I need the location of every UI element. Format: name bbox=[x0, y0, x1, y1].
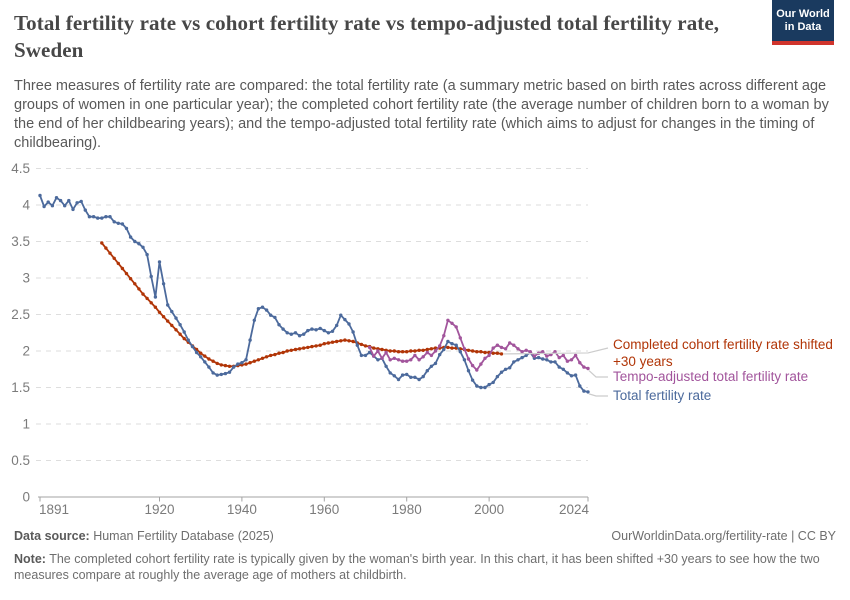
legend-label: Completed cohort fertility rate shifted bbox=[613, 337, 833, 352]
x-tick-label: 1940 bbox=[227, 502, 257, 517]
y-tick-label: 0.5 bbox=[11, 453, 30, 468]
owid-logo-line1: Our World bbox=[776, 8, 830, 20]
x-tick-label: 2000 bbox=[474, 502, 504, 517]
data-source: Data source: Human Fertility Database (2… bbox=[14, 528, 274, 544]
chart-header: Total fertility rate vs cohort fertility… bbox=[14, 10, 836, 153]
y-tick-label: 3 bbox=[22, 271, 30, 286]
note-text: The completed cohort fertility rate is t… bbox=[14, 552, 820, 582]
chart-footer: Data source: Human Fertility Database (2… bbox=[14, 528, 836, 583]
x-tick-label: 1920 bbox=[144, 502, 174, 517]
y-tick-label: 1 bbox=[22, 417, 30, 432]
y-tick-label: 1.5 bbox=[11, 380, 30, 395]
y-tick-label: 2.5 bbox=[11, 307, 30, 322]
x-tick-label: 1891 bbox=[39, 502, 69, 517]
x-tick-label: 1980 bbox=[392, 502, 422, 517]
y-tick-label: 4 bbox=[22, 198, 30, 213]
chart-subtitle: Three measures of fertility rate are com… bbox=[14, 78, 829, 151]
legend-label: Tempo-adjusted total fertility rate bbox=[613, 369, 809, 384]
series-line-0[interactable] bbox=[100, 242, 503, 368]
data-source-label: Data source: bbox=[14, 529, 90, 543]
owid-logo-box: Our World in Data bbox=[772, 0, 834, 41]
y-tick-label: 3.5 bbox=[11, 234, 30, 249]
y-tick-label: 0 bbox=[22, 490, 30, 505]
owid-logo-bar bbox=[772, 41, 834, 45]
x-tick-label: 1960 bbox=[309, 502, 339, 517]
legend-item-total-fertility[interactable]: Total fertility rate bbox=[613, 388, 845, 405]
owid-logo: Our World in Data bbox=[772, 0, 834, 45]
y-tick-label: 4.5 bbox=[11, 161, 30, 176]
page-title: Total fertility rate vs cohort fertility… bbox=[14, 11, 720, 62]
legend-label: +30 years bbox=[613, 353, 673, 369]
owid-logo-line2: in Data bbox=[784, 21, 822, 33]
data-source-value: Human Fertility Database (2025) bbox=[89, 529, 274, 543]
legend-item-cohort-fertility[interactable]: Completed cohort fertility rate shifted … bbox=[613, 337, 845, 370]
owid-link[interactable]: OurWorldinData.org/fertility-rate | CC B… bbox=[611, 529, 836, 543]
x-tick-label: 2024 bbox=[559, 502, 590, 517]
legend-item-tempo-adjusted[interactable]: Tempo-adjusted total fertility rate bbox=[613, 369, 845, 386]
legend-label: Total fertility rate bbox=[613, 388, 712, 403]
note-label: Note: bbox=[14, 552, 46, 566]
y-tick-label: 2 bbox=[22, 344, 30, 359]
